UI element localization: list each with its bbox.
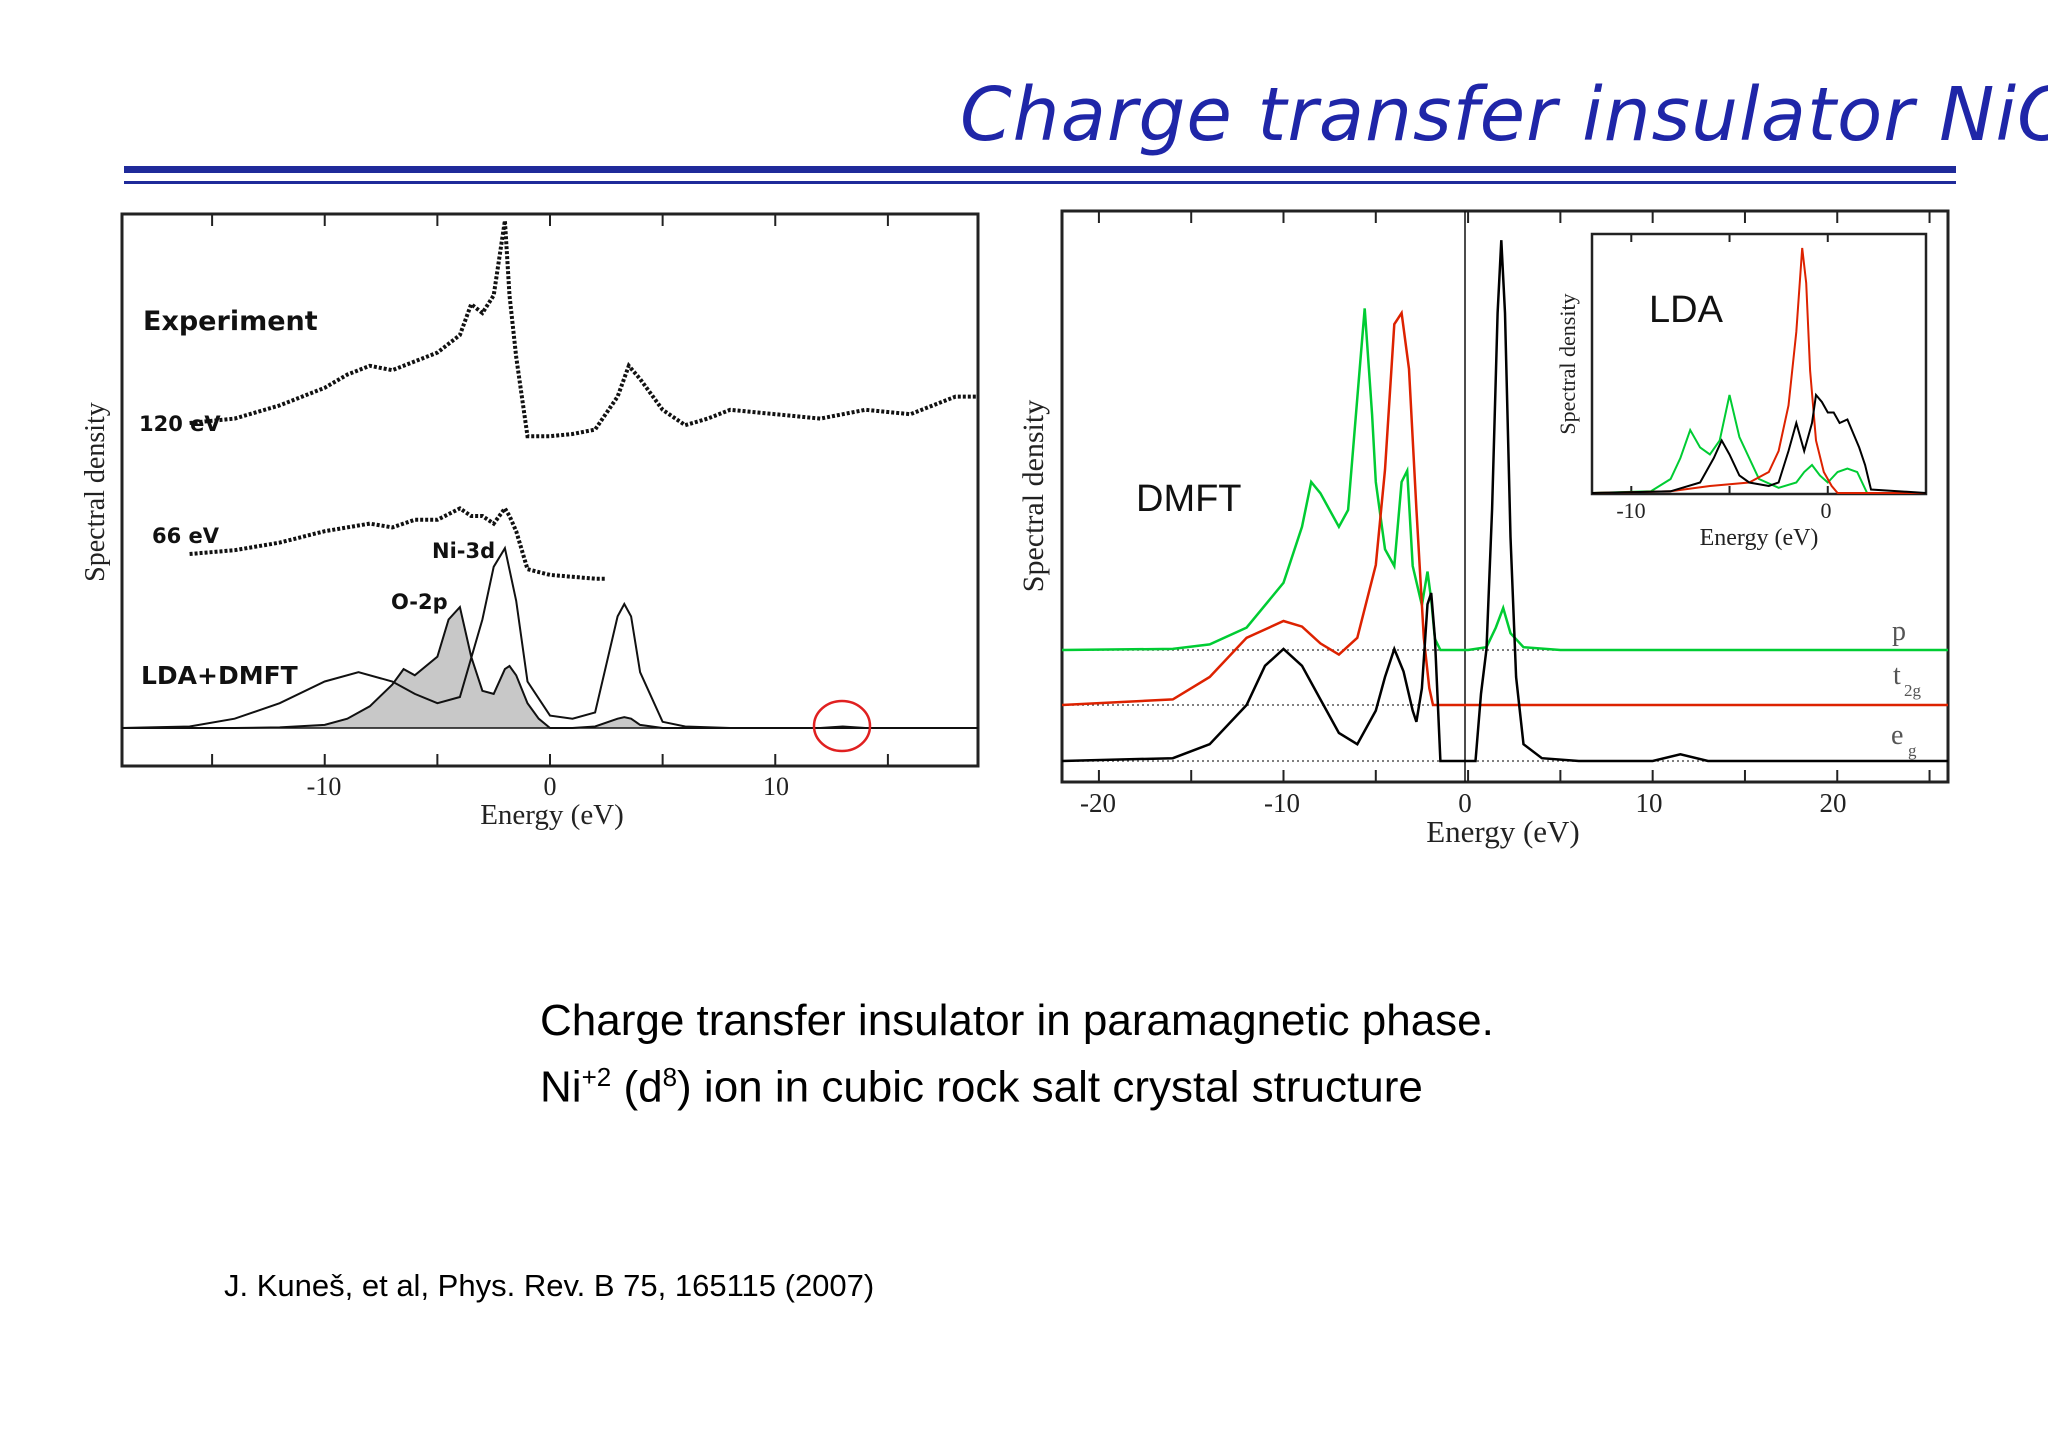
- right-label-g: g: [1908, 741, 1917, 760]
- inset-y-axis-label: Spectral density: [1555, 293, 1580, 434]
- right-annotation-dmft: DMFT: [1136, 478, 1242, 520]
- left-tick-label-m10: -10: [307, 772, 342, 801]
- experiment-120ev-curve: [189, 220, 978, 439]
- right-tick-label-m10: -10: [1264, 788, 1300, 818]
- lda-eg-curve: [1591, 392, 1927, 494]
- highlight-circle: [812, 699, 872, 753]
- inset-background: [1590, 232, 1928, 496]
- right-x-axis-label: Energy (eV): [1426, 814, 1580, 849]
- left-tick-label-0: 0: [544, 772, 557, 801]
- left-panel: Experiment 120 eV 66 eV Ni-3d O-2p LDA+D…: [80, 212, 980, 831]
- dmft-t2g-curve: [1061, 309, 1948, 707]
- lda-p-curve: [1591, 394, 1926, 494]
- right-y-axis-label: Spectral density: [1017, 400, 1050, 592]
- right-label-p: p: [1892, 616, 1906, 647]
- right-tick-label-m20: -20: [1080, 788, 1116, 818]
- caption-ni: Ni: [540, 1062, 582, 1112]
- left-annotation-lda-dmft: LDA+DMFT: [141, 661, 298, 690]
- left-annotation-66ev: 66 eV: [152, 524, 220, 548]
- right-label-e: e: [1891, 720, 1903, 751]
- left-annotation-o2p: O-2p: [391, 590, 448, 614]
- dmft-eg-curve: [1061, 240, 1948, 763]
- right-plot-frame: [1060, 209, 1950, 784]
- caption-line-1: Charge transfer insulator in paramagneti…: [540, 996, 1494, 1045]
- caption-rest: ) ion in cubic rock salt crystal structu…: [677, 1062, 1423, 1112]
- inset-title: LDA: [1649, 289, 1724, 331]
- dmft-p-curve: [1061, 308, 1948, 652]
- left-tick-label-10: 10: [763, 772, 789, 801]
- right-label-2g: 2g: [1904, 681, 1922, 700]
- right-tick-label-10: 10: [1636, 788, 1663, 818]
- charts-svg: Experiment 120 eV 66 eV Ni-3d O-2p LDA+D…: [80, 209, 1950, 849]
- inset-tick-marks: [1630, 234, 1829, 494]
- right-panel: DMFT p t 2g e g -20 -10 0 10 20 Energy (…: [1017, 209, 1950, 849]
- left-y-axis-label: Spectral density: [80, 402, 111, 582]
- inset-x-axis-label: Energy (eV): [1700, 525, 1819, 551]
- lda-inset: LDA -10 0 Energy (eV) Spectral density: [1555, 232, 1928, 551]
- right-tick-label-0: 0: [1458, 788, 1472, 818]
- left-annotation-120ev: 120 eV: [139, 412, 221, 436]
- left-annotation-ni3d: Ni-3d: [432, 539, 495, 563]
- left-tick-marks: [211, 214, 889, 766]
- right-tick-marks: [1097, 211, 1931, 782]
- caption-line-2: Ni+2 (d8) ion in cubic rock salt crystal…: [540, 1049, 1494, 1116]
- caption: Charge transfer insulator in paramagneti…: [540, 992, 1494, 1116]
- caption-orbital: 8: [662, 1062, 678, 1092]
- slide-title: Charge transfer insulator NiO: [960, 72, 2048, 158]
- right-tick-label-20: 20: [1820, 788, 1847, 818]
- left-x-axis-label: Energy (eV): [480, 799, 624, 831]
- title-rule-thick: [124, 166, 1956, 173]
- reference-citation: J. Kuneš, et al, Phys. Rev. B 75, 165115…: [224, 1268, 875, 1303]
- experiment-66ev-curve: [189, 504, 607, 581]
- caption-d: (d: [611, 1062, 663, 1112]
- caption-charge: +2: [581, 1062, 612, 1092]
- lda-t2g-curve: [1591, 247, 1926, 494]
- inset-tick-label-m10: -10: [1616, 498, 1645, 523]
- inset-tick-label-0: 0: [1821, 498, 1832, 523]
- o-2p-curve: [122, 605, 978, 729]
- right-label-t: t: [1893, 660, 1901, 691]
- title-rule-thin: [124, 181, 1956, 184]
- left-annotation-experiment: Experiment: [143, 306, 318, 337]
